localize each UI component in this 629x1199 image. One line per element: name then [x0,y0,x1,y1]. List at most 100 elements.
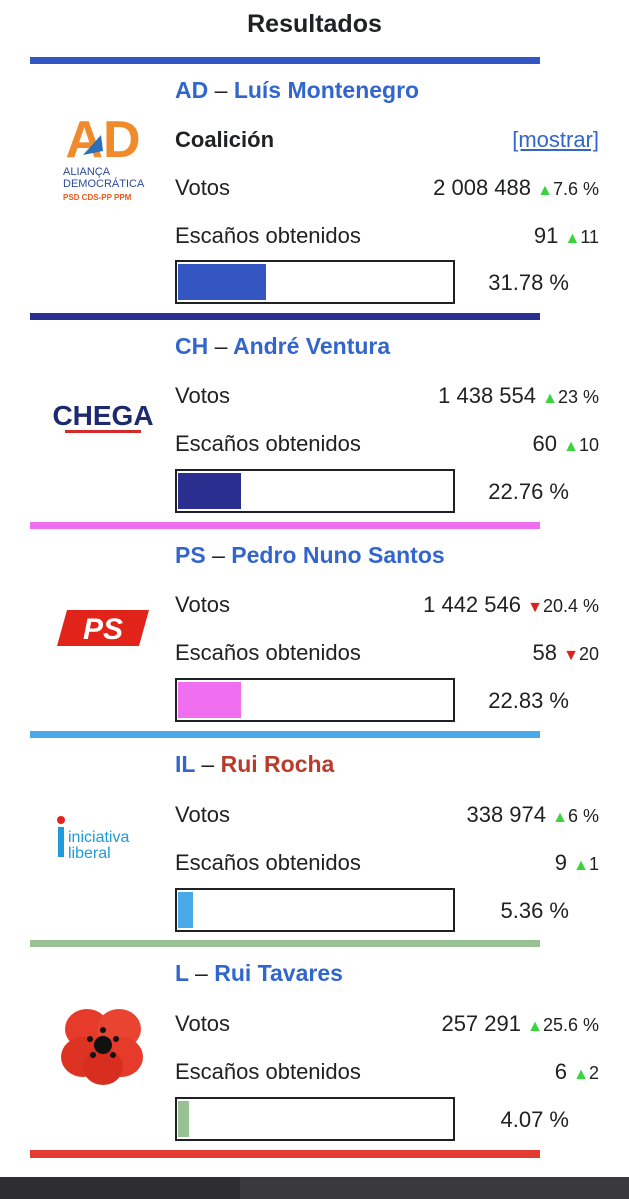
coalition-row: Coalición [mostrar] [175,125,599,155]
seats-label: Escaños obtenidos [175,223,361,248]
browser-bottom-bar-left [0,1177,240,1199]
leader-link[interactable]: Luís Montenegro [233,77,420,103]
party-color-bar [30,731,540,738]
vote-share-bar [175,888,455,932]
vote-share-fill [178,682,241,718]
seats-label: Escaños obtenidos [175,1059,361,1084]
vote-share-percent: 5.36 % [500,898,570,923]
up-arrow-icon: ▲ [573,1066,589,1083]
party-heading: PS – Pedro Nuno Santos [175,542,445,568]
leader-link[interactable]: Rui Rocha [220,751,335,777]
votes-label: Votos [175,802,231,827]
votes-row: Votos 338 974 ▲6 % [175,800,599,830]
chega-logo: CHEGA [38,348,168,488]
svg-text:ALIANÇA: ALIANÇA [63,166,111,178]
votes-label: Votos [175,175,231,200]
party-block-il: iniciativa liberal IL – Rui Rocha Votos … [30,731,599,941]
votes-value: 1 438 554 ▲23 % [438,383,599,408]
ad-logo: AD ALIANÇA DEMOCRÁTICA PSD CDS-PP PPM [38,92,168,232]
vote-share-percent: 22.83 % [488,688,569,713]
seats-value: 91 ▲11 [533,223,599,248]
vote-share-percent: 4.07 % [500,1107,570,1132]
svg-text:DEMOCRÁTICA: DEMOCRÁTICA [63,177,145,190]
poppy-flower-icon [38,975,168,1115]
down-arrow-icon: ▼ [527,599,543,616]
seats-row: Escaños obtenidos 60 ▲10 [175,429,599,459]
vote-share-percent: 22.76 % [488,479,569,504]
seats-row: Escaños obtenidos 58 ▼20 [175,638,599,668]
votes-value: 257 291 ▲25.6 % [441,1011,599,1036]
up-arrow-icon: ▲ [542,390,558,407]
up-arrow-icon: ▲ [527,1018,543,1035]
up-arrow-icon: ▲ [563,438,579,455]
vote-share-bar [175,1097,455,1141]
iniciativa-liberal-logo: iniciativa liberal [38,766,168,906]
vote-share-bar [175,260,455,304]
votes-row: Votos 1 438 554 ▲23 % [175,381,599,411]
seats-row: Escaños obtenidos 91 ▲11 [175,221,599,251]
seats-row: Escaños obtenidos 9 ▲1 [175,848,599,878]
leader-link[interactable]: Pedro Nuno Santos [231,542,445,568]
ps-logo: PS [38,557,168,697]
party-color-bar [30,57,540,64]
party-heading: AD – Luís Montenegro [175,77,420,103]
seats-label: Escaños obtenidos [175,850,361,875]
seats-value: 6 ▲2 [554,1059,599,1084]
votes-label: Votos [175,383,231,408]
seats-value: 60 ▲10 [532,431,599,456]
vote-share-fill [178,892,193,928]
votes-row: Votos 257 291 ▲25.6 % [175,1009,599,1039]
party-abbr-link[interactable]: IL [175,751,196,777]
up-arrow-icon: ▲ [552,809,568,826]
up-arrow-icon: ▲ [537,182,553,199]
vote-share-fill [178,264,266,300]
svg-text:CHEGA: CHEGA [53,400,153,431]
seats-value: 9 ▲1 [554,850,599,875]
svg-text:PSD CDS-PP PPM: PSD CDS-PP PPM [63,193,132,202]
votes-row: Votos 2 008 488 ▲7.6 % [175,173,599,203]
show-coalition-link[interactable]: [mostrar] [512,127,599,152]
party-heading: IL – Rui Rocha [175,751,335,777]
seats-value: 58 ▼20 [532,640,599,665]
leader-link[interactable]: André Ventura [232,333,391,359]
party-color-bar [30,313,540,320]
ad-logo-mark: AD [65,111,140,169]
down-arrow-icon: ▼ [563,647,579,664]
seats-row: Escaños obtenidos 6 ▲2 [175,1057,599,1087]
party-abbr-link[interactable]: PS [175,542,206,568]
seats-label: Escaños obtenidos [175,431,361,456]
svg-text:iniciativa: iniciativa [68,829,129,846]
up-arrow-icon: ▲ [573,857,589,874]
party-block-ch: CHEGA CH – André Ventura Votos 1 438 554… [30,313,599,523]
page-title: Resultados [247,10,382,38]
next-party-color-bar [30,1150,540,1158]
votes-label: Votos [175,592,231,617]
party-color-bar [30,940,540,947]
votes-value: 1 442 546 ▼20.4 % [423,592,599,617]
party-block-ad: AD ALIANÇA DEMOCRÁTICA PSD CDS-PP PPM AD… [30,57,599,304]
seats-label: Escaños obtenidos [175,640,361,665]
votes-value: 338 974 ▲6 % [466,802,599,827]
vote-share-percent: 31.78 % [488,270,569,295]
up-arrow-icon: ▲ [564,230,581,247]
vote-share-bar [175,469,455,513]
vote-share-bar [175,678,455,722]
votes-row: Votos 1 442 546 ▼20.4 % [175,590,599,620]
party-block-ps: PS PS – Pedro Nuno Santos Votos 1 442 54… [30,522,599,732]
leader-link[interactable]: Rui Tavares [214,960,343,986]
svg-text:liberal: liberal [68,845,111,862]
party-abbr-link[interactable]: CH [175,333,209,359]
party-block-l: L – Rui Tavares Votos 257 291 ▲25.6 % Es… [30,940,599,1150]
browser-bottom-bar [0,1177,629,1199]
votes-value: 2 008 488 ▲7.6 % [433,175,599,200]
vote-share-fill [178,1101,190,1137]
party-heading: CH – André Ventura [175,333,391,359]
svg-text:PS: PS [83,613,123,646]
party-abbr-link[interactable]: AD [175,77,209,103]
party-abbr-link[interactable]: L [175,960,189,986]
party-color-bar [30,522,540,529]
party-heading: L – Rui Tavares [175,960,343,986]
vote-share-fill [178,473,241,509]
coalition-label: Coalición [175,127,275,152]
votes-label: Votos [175,1011,231,1036]
